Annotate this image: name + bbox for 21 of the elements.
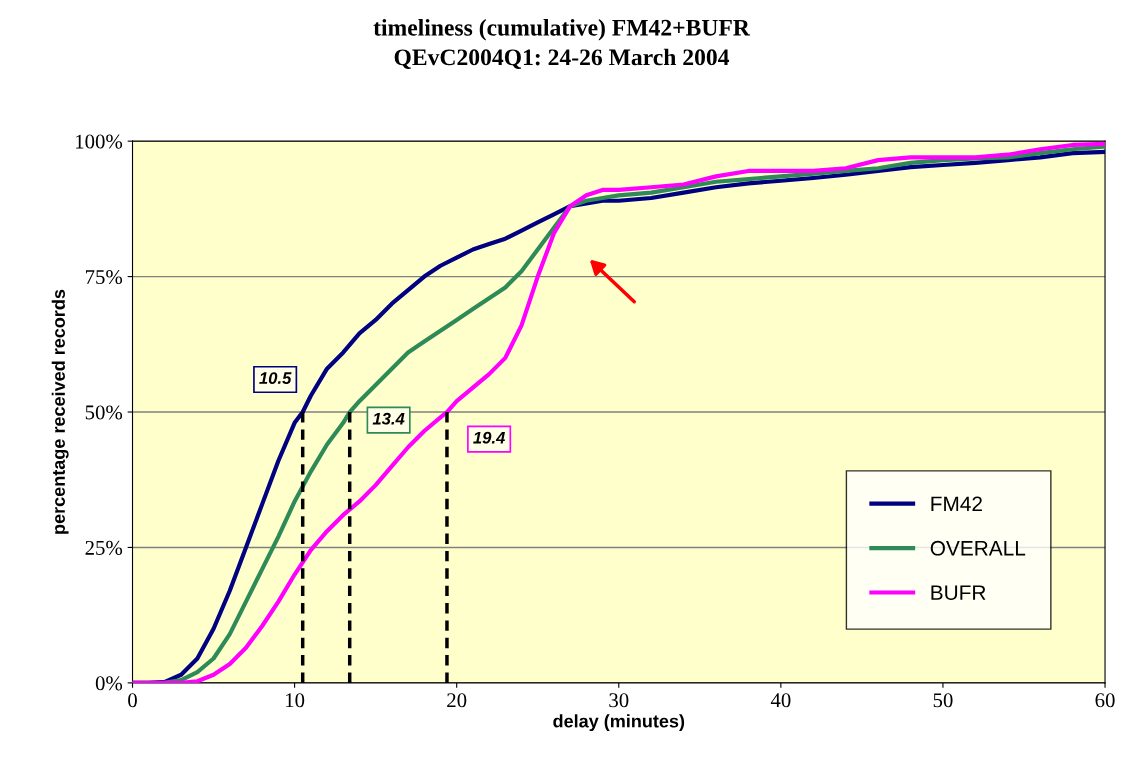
y-tick-label: 50%	[85, 405, 123, 420]
annotation: 13.4	[372, 412, 405, 425]
x-tick-label: 10	[286, 693, 305, 708]
annotation: 19.4	[473, 431, 506, 444]
x-axis-title: delay (minutes)	[553, 714, 685, 732]
legend-label: OVERALL	[930, 540, 1026, 556]
legend-label: FM42	[931, 496, 982, 511]
x-tick-label: 40	[770, 693, 791, 708]
x-tick-label: 60	[1095, 693, 1115, 708]
y-tick-label: 100%	[76, 134, 123, 149]
chart-title: timeliness (cumulative) FM42+BUFR QEvC2004Q1: 24-26 March 2004	[373, 19, 751, 69]
x-tick-label: 20	[447, 693, 467, 708]
y-tick-label: 0%	[95, 676, 123, 691]
x-tick-label: 30	[609, 693, 629, 708]
annotation: 10.5	[259, 372, 292, 384]
x-tick-label: 50	[933, 693, 953, 708]
legend-label: BUFR	[931, 585, 986, 601]
y-axis-title: percentage received records	[51, 289, 69, 534]
y-tick-label: 25%	[85, 540, 123, 555]
y-tick-label: 75%	[85, 269, 123, 285]
x-tick-label: 0	[128, 693, 137, 708]
